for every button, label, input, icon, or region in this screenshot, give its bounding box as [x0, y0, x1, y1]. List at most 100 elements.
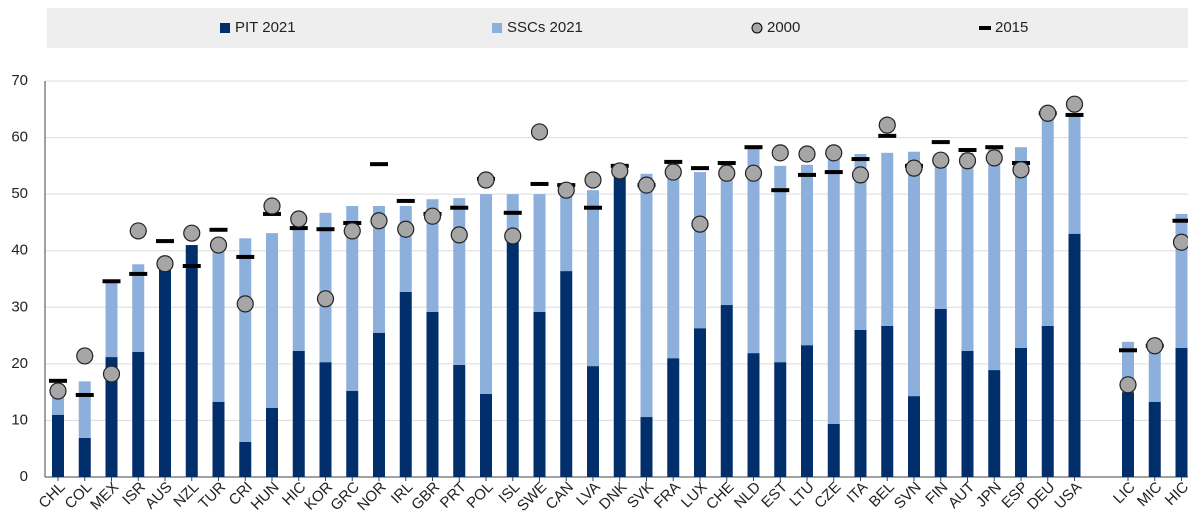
marker-2000 — [772, 145, 788, 161]
marker-2015 — [691, 166, 709, 170]
legend-label: SSCs 2021 — [507, 19, 583, 36]
bar — [320, 213, 332, 362]
bar — [828, 159, 840, 424]
marker-2015 — [103, 279, 121, 283]
x-tick-label: AUS — [142, 479, 176, 513]
marker-2000 — [130, 223, 146, 239]
y-tick-label: 70 — [11, 72, 28, 89]
marker-2000 — [799, 146, 815, 162]
x-tick-label: SVN — [891, 479, 925, 513]
marker-2000 — [237, 296, 253, 312]
x-tick-label: LTU — [786, 479, 817, 510]
bar — [748, 353, 760, 477]
marker-2000 — [933, 152, 949, 168]
marker-2000 — [746, 165, 762, 181]
bar — [641, 174, 653, 417]
bar — [801, 165, 813, 345]
bar — [507, 241, 519, 477]
marker-2000 — [826, 145, 842, 161]
x-tick-label: LUX — [678, 479, 711, 512]
x-tick-label: COL — [62, 479, 96, 513]
marker-2015 — [1119, 348, 1137, 352]
legend-label: 2015 — [995, 19, 1028, 36]
bar — [453, 365, 465, 477]
bar — [1149, 402, 1161, 477]
bar — [614, 167, 626, 477]
x-tick-label: DEU — [1024, 479, 1058, 513]
x-tick-label: LIC — [1110, 478, 1139, 507]
marker-2000 — [1120, 377, 1136, 393]
bar — [132, 264, 144, 352]
marker-2015 — [210, 228, 228, 232]
legend-swatch — [979, 26, 991, 30]
x-tick-label: JPN — [973, 479, 1005, 511]
x-tick-label: GBR — [408, 479, 443, 514]
bar — [213, 402, 225, 477]
x-tick-label: SWE — [514, 479, 550, 515]
marker-2000 — [211, 237, 227, 253]
marker-2000 — [1147, 338, 1163, 354]
bar — [881, 326, 893, 477]
bar — [962, 351, 974, 477]
bar — [534, 194, 546, 312]
bar — [828, 424, 840, 477]
bar — [667, 358, 679, 477]
bar — [935, 309, 947, 477]
x-tick-label: ESP — [998, 479, 1031, 512]
x-tick-label: POL — [463, 479, 496, 512]
y-tick-label: 10 — [11, 411, 28, 428]
x-tick-label: CHL — [35, 479, 68, 512]
x-tick-label: BEL — [866, 479, 898, 511]
marker-2015 — [745, 145, 763, 149]
bar — [427, 312, 439, 477]
bar — [293, 351, 305, 477]
x-tick-label: FIN — [922, 479, 951, 508]
x-tick-label: NZL — [170, 479, 202, 511]
marker-2015 — [878, 134, 896, 138]
marker-2000 — [1040, 105, 1056, 121]
marker-2000 — [344, 223, 360, 239]
x-tick-label: NOR — [354, 479, 390, 515]
marker-2015 — [370, 162, 388, 166]
bar — [721, 305, 733, 477]
marker-2000 — [1067, 96, 1083, 112]
marker-2000 — [879, 117, 895, 133]
marker-2000 — [719, 165, 735, 181]
marker-2000 — [77, 348, 93, 364]
bar — [213, 240, 225, 402]
y-tick-label: 20 — [11, 355, 28, 372]
marker-2015 — [397, 199, 415, 203]
marker-2000 — [184, 225, 200, 241]
bar — [480, 394, 492, 477]
marker-2000 — [612, 163, 628, 179]
bar — [667, 160, 679, 358]
bar — [560, 271, 572, 477]
marker-2015 — [584, 206, 602, 210]
marker-2015 — [531, 182, 549, 186]
marker-2015 — [852, 157, 870, 161]
marker-2015 — [156, 239, 174, 243]
marker-2015 — [825, 170, 843, 174]
legend-label: PIT 2021 — [235, 19, 296, 36]
bar — [239, 238, 251, 442]
legend-label: 2000 — [767, 19, 800, 36]
marker-2015 — [959, 148, 977, 152]
bar — [908, 396, 920, 477]
marker-2015 — [317, 227, 335, 231]
bar — [801, 345, 813, 477]
marker-2000 — [50, 383, 66, 399]
bar — [908, 152, 920, 396]
bar — [1176, 348, 1188, 477]
bar — [373, 333, 385, 477]
bar — [79, 438, 91, 477]
bar — [935, 162, 947, 309]
legend-swatch — [492, 23, 502, 33]
y-tick-label: 30 — [11, 298, 28, 315]
marker-2015 — [450, 206, 468, 210]
marker-2000 — [478, 172, 494, 188]
marker-2000 — [371, 213, 387, 229]
marker-2015 — [76, 393, 94, 397]
bar — [1069, 115, 1081, 234]
marker-2015 — [183, 264, 201, 268]
x-tick-label: MEX — [87, 479, 122, 514]
